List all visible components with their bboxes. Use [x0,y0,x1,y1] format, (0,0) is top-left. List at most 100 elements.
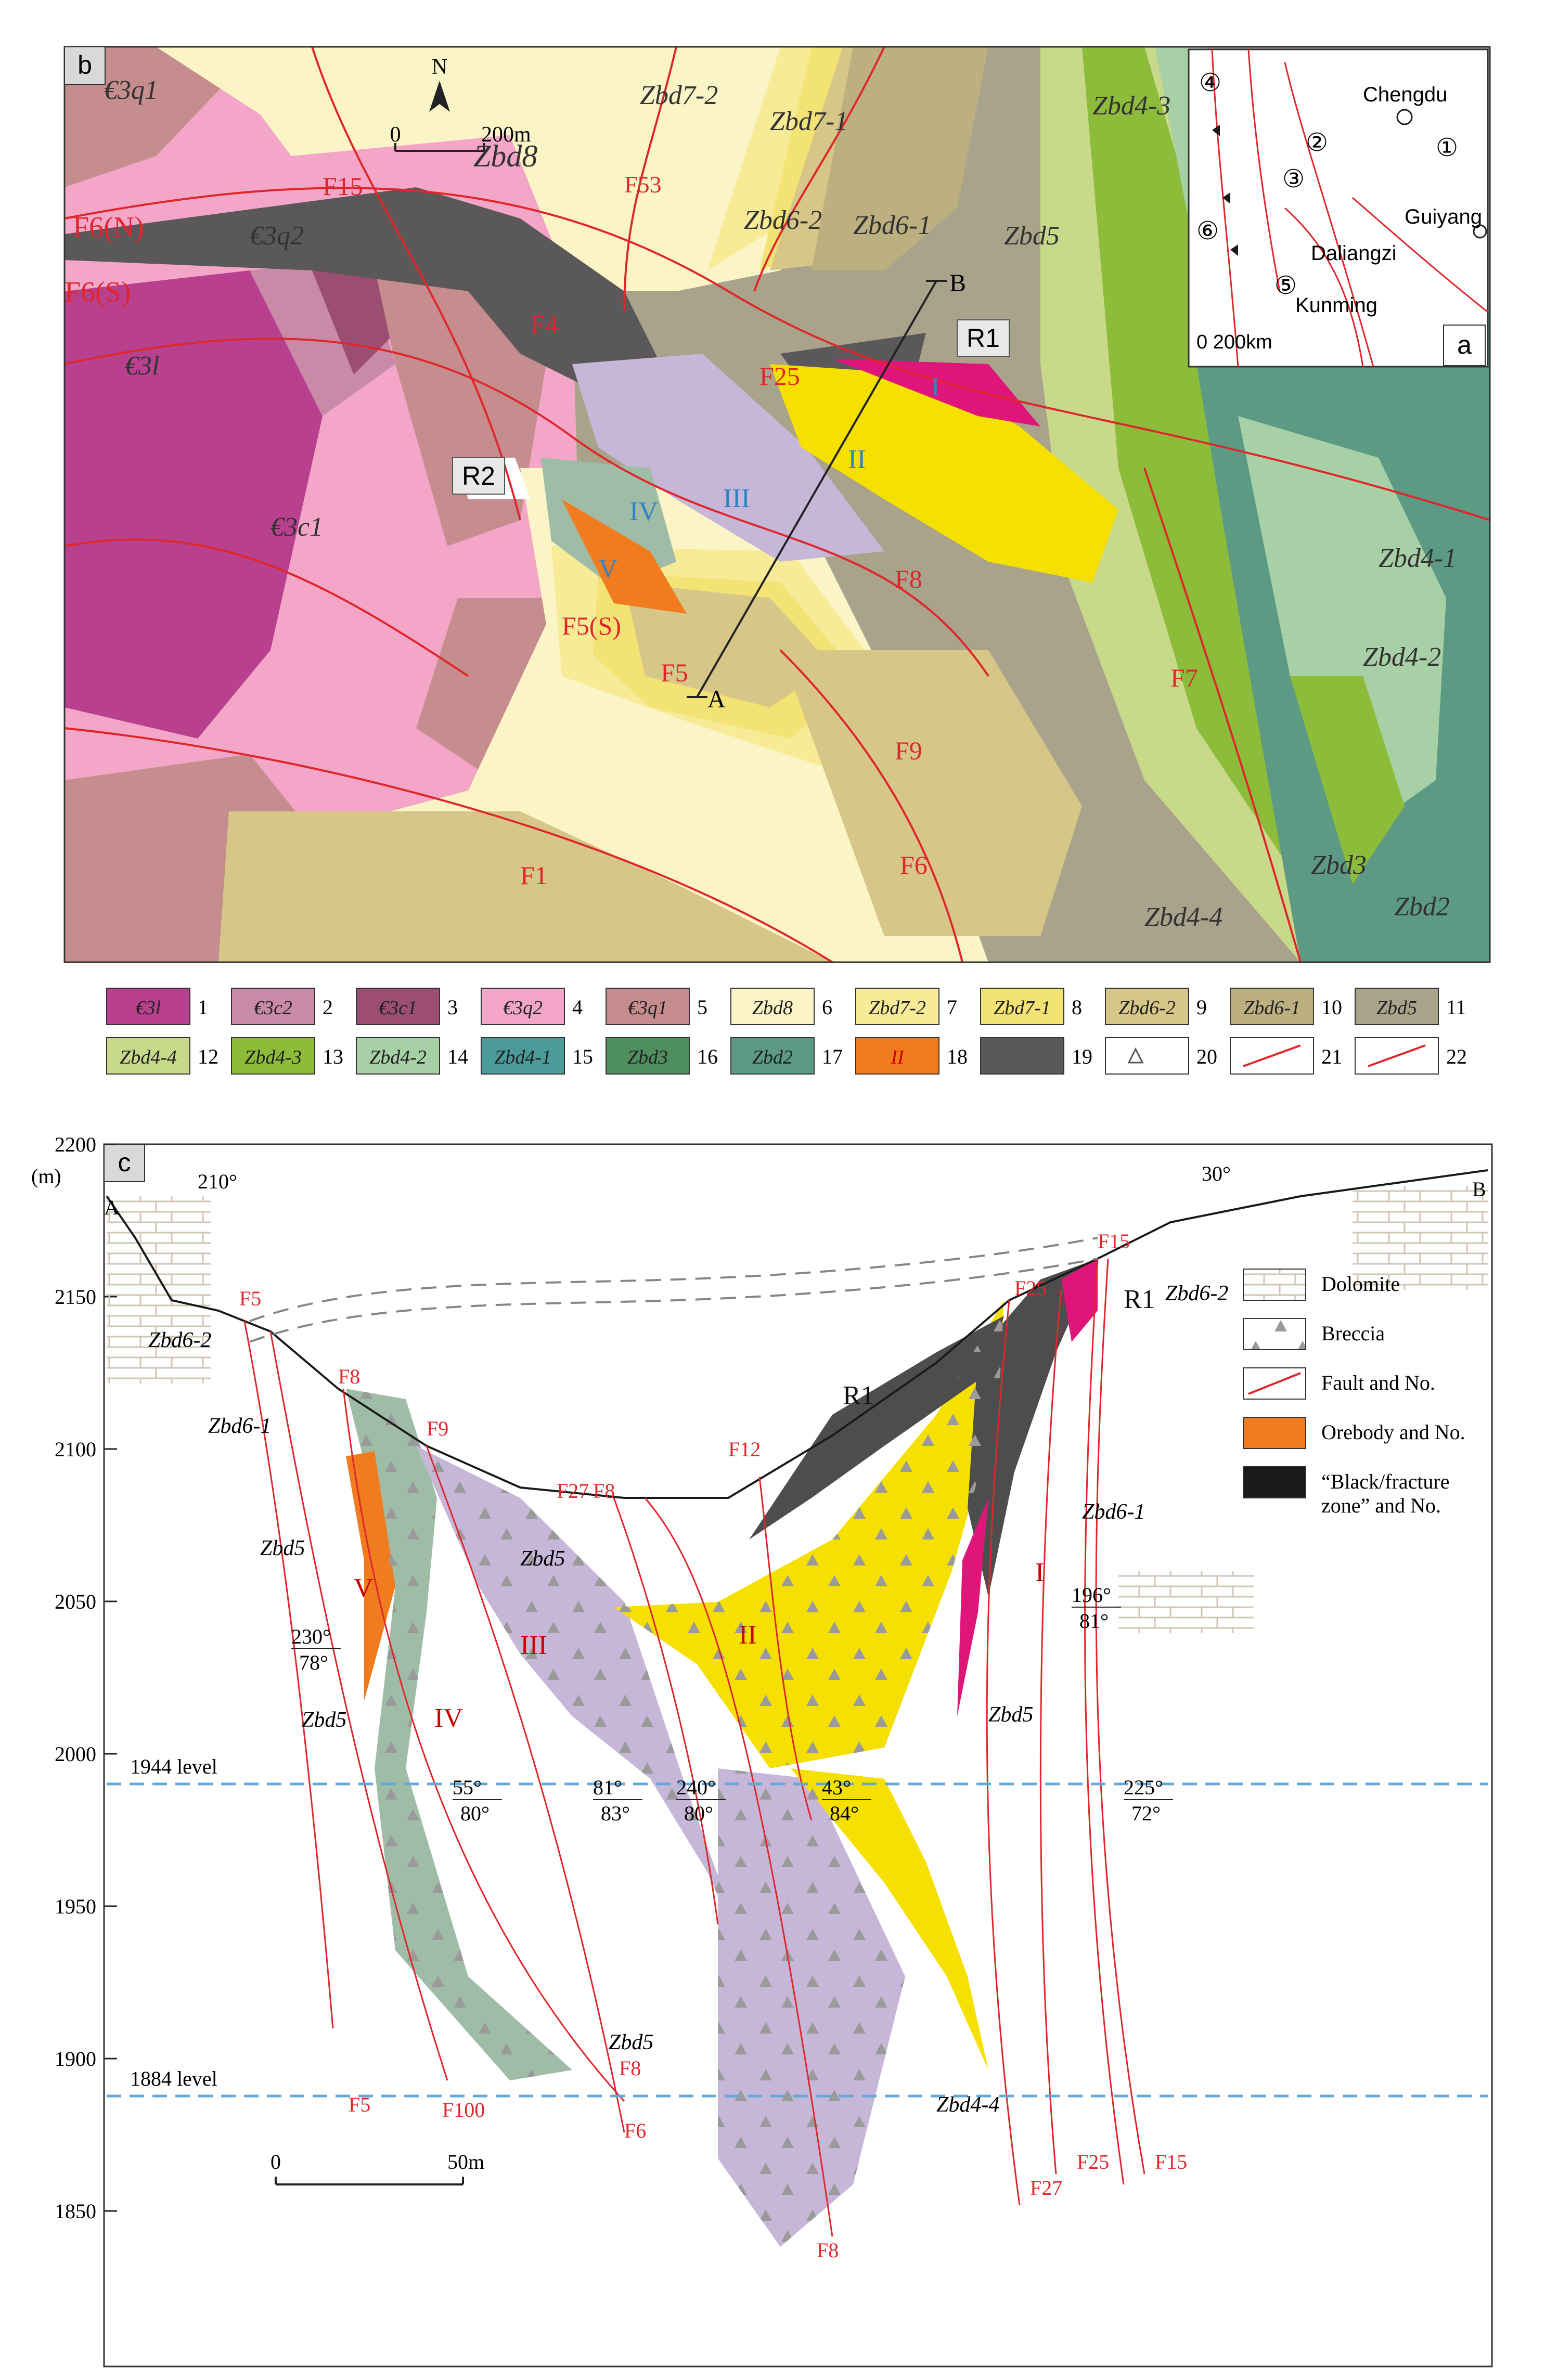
legend-swatch [481,1037,565,1075]
legend-number: 5 [697,995,707,1019]
fault-label: F4 [531,309,558,339]
section-fault-label: F15 [1098,1230,1130,1253]
legend-code: Zbd4-4 [120,1046,177,1068]
region-label: ③ [1282,165,1305,193]
y-tick-label: 2000 [55,1742,96,1766]
section-unit-label: Zbd5 [520,1547,565,1571]
attitude-label: 210° [198,1170,237,1193]
panel-a-tag: a [1457,330,1472,359]
legend-swatch [1105,1037,1189,1075]
fault-label: F5 [661,658,688,687]
legend-number: 6 [822,995,832,1019]
region-label: ④ [1199,69,1221,97]
legend-code: €3c2 [254,997,292,1019]
y-tick-label: 2150 [55,1285,96,1309]
y-tick-label: 2100 [55,1438,96,1461]
breccia-clast-icon [1127,1047,1144,1064]
section-fault-label: F8 [593,1479,615,1503]
legend-swatch [356,1037,440,1075]
fault-label: F6(S) [65,276,131,308]
dip-labels: 230°78°196°81°55°80°81°83°240°80°43°84°2… [291,1583,1173,1825]
section-legend-swatch [1243,1466,1306,1498]
section-end-b: B [949,269,966,297]
dip-azimuth: 225° [1124,1776,1163,1799]
region-label: ① [1436,134,1458,162]
map-label: €3l [125,351,159,381]
section-unit-label: Zbd5 [988,1703,1033,1727]
legend-number: 7 [947,995,957,1019]
legend-number: 13 [323,1045,343,1068]
section-unit-label: Zbd5 [302,1708,346,1732]
section-body-label: IV [434,1703,463,1733]
fault-label: F5(S) [562,611,621,640]
section-body-label: V [354,1573,374,1603]
section-unit-label: Zbd6-2 [148,1328,211,1352]
legend-code: II [890,1046,905,1068]
legend-code: €3q1 [628,997,667,1019]
dip-angle: 78° [299,1651,328,1674]
section-fault-label: F8 [338,1365,360,1388]
y-axis-unit: (m) [31,1165,61,1188]
legend-number: 11 [1446,995,1466,1019]
orebody-label: V [598,554,618,584]
city-daliangzi: Daliangzi [1311,242,1397,265]
panel-a-inset: Chengdu Guiyang Daliangzi Kunming ① ② ③ … [1188,48,1489,368]
section-fault-label: F15 [1155,2150,1187,2174]
map-unit-labels: €3q1 €3q2 F6(N) F6(S) €3l €3c1 Zbd8 F15 … [65,75,1457,932]
legend-swatch [1230,988,1314,1025]
legend-swatch [231,1037,315,1075]
map-label: Zbd4-4 [1144,902,1222,932]
dip-azimuth: 240° [676,1776,716,1799]
legend-code: Zbd4-2 [369,1046,427,1068]
region-label: ② [1306,129,1328,157]
dip-angle: 81° [1079,1609,1109,1633]
section-body-label: I [1035,1558,1044,1587]
section-legend-swatch [1243,1318,1306,1350]
fault-label: F7 [1170,663,1198,692]
north-arrow-icon [429,81,450,112]
section-legend-label: Fault and No. [1321,1371,1435,1394]
map-label: Zbd4-2 [1363,642,1441,672]
legend-number: 18 [947,1045,968,1068]
section-end-b-label: B [1472,1178,1486,1201]
panel-c-section: c 2200 2150 2100 2050 2000 1950 1900 1850 (m) [31,1133,1493,2368]
dip-angle: 84° [830,1802,859,1825]
legend-swatch [106,1037,190,1075]
callout-r1: R1 [967,324,1000,353]
legend-swatch [855,988,939,1025]
section-body-label: II [739,1620,757,1650]
section-fault-label: F8 [817,2239,839,2262]
section-unit-label: Zbd6-1 [1082,1500,1145,1524]
dip-azimuth: 43° [822,1776,851,1799]
legend-code: Zbd4-3 [244,1046,302,1068]
legend-number: 14 [447,1045,468,1068]
section-fault-label: F9 [427,1417,448,1440]
legend-swatch [356,988,440,1025]
dip-angle: 83° [601,1802,630,1825]
y-tick-label: 1950 [55,1895,96,1918]
section-end-a-label: A [104,1196,119,1219]
section-legend-label: Breccia [1321,1322,1385,1345]
panel-b-tag: b [78,50,92,80]
dip-azimuth: 81° [593,1776,622,1799]
map-label: Zbd8 [473,139,537,173]
city-guiyang: Guiyang [1405,205,1482,228]
legend-swatch [730,988,815,1025]
fault-label: F6 [900,850,928,879]
section-unit-label: Zbd6-2 [1165,1282,1228,1305]
dip-angle: 80° [684,1802,713,1825]
legend-code: Zbd6-2 [1118,997,1176,1019]
dip-azimuth: 230° [291,1625,331,1648]
map-label: Zbd7-2 [640,81,718,110]
fault-label: F6(N) [73,211,144,243]
map-label: Zbd6-1 [853,211,931,240]
map-scale-start: 0 [390,123,401,147]
legend-code: Zbd2 [752,1046,793,1068]
fault-label: F9 [895,736,922,765]
section-fault-label: F12 [728,1438,761,1461]
orebody-label: I [931,372,940,401]
y-tick-label: 1900 [55,2047,96,2071]
